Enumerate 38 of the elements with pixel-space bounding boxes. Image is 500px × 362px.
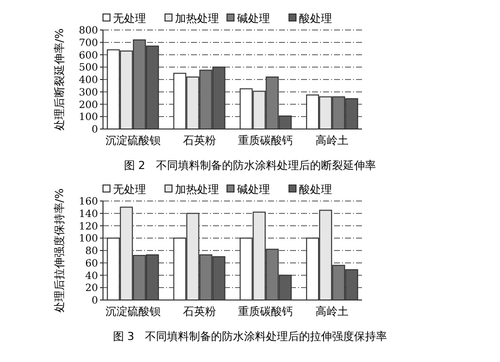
y-tick-label: 800 xyxy=(78,26,98,36)
y-axis-title: 处理后断裂延伸率/% xyxy=(53,28,66,131)
y-tick-label: 0 xyxy=(92,296,98,306)
y-tick-label: 0 xyxy=(92,124,98,136)
y-tick-label: 120 xyxy=(78,221,98,232)
x-tick-label: 重质碳酸钙 xyxy=(238,305,294,318)
x-tick-label: 重质碳酸钙 xyxy=(238,134,294,147)
y-tick-label: 40 xyxy=(85,270,98,282)
y-tick-label: 80 xyxy=(85,246,98,257)
x-tick-label: 石英粉 xyxy=(182,134,216,147)
y-axis-title: 处理后拉伸强度保持率/% xyxy=(53,188,66,313)
y-tick-label: 500 xyxy=(78,62,98,74)
legend-label: 酸处理 xyxy=(299,182,332,196)
y-tick-label: 100 xyxy=(78,112,98,124)
legend-label: 加热处理 xyxy=(175,182,219,196)
text: 图 2 不同填料制备的防水涂料处理后的断裂延伸率 xyxy=(124,159,376,172)
y-tick-label: 60 xyxy=(85,258,98,270)
x-tick-label: 高岭土 xyxy=(316,134,349,147)
legend-label: 碱处理 xyxy=(237,182,270,196)
legend-label: 无处理 xyxy=(113,182,146,196)
y-tick-label: 600 xyxy=(78,50,98,62)
legend-label: 碱处理 xyxy=(237,12,270,25)
x-tick-label: 石英粉 xyxy=(182,305,216,318)
legend-label: 酸处理 xyxy=(299,12,332,25)
y-tick-label: 400 xyxy=(78,75,98,86)
x-tick-label: 沉淀硫酸钡 xyxy=(105,134,160,147)
y-tick-label: 160 xyxy=(78,196,98,208)
y-tick-label: 200 xyxy=(78,100,98,111)
y-tick-label: 700 xyxy=(78,38,98,49)
text: 图 3 不同填料制备的防水涂料处理后的拉伸强度保持率 xyxy=(112,330,388,343)
y-tick-label: 20 xyxy=(85,283,98,294)
y-tick-label: 140 xyxy=(78,208,98,220)
y-tick-label: 300 xyxy=(78,87,98,98)
legend-label: 加热处理 xyxy=(175,12,219,25)
legend-label: 无处理 xyxy=(113,12,146,25)
y-tick-label: 100 xyxy=(78,234,98,245)
x-tick-label: 高岭土 xyxy=(316,305,349,318)
x-tick-label: 沉淀硫酸钡 xyxy=(105,305,160,318)
